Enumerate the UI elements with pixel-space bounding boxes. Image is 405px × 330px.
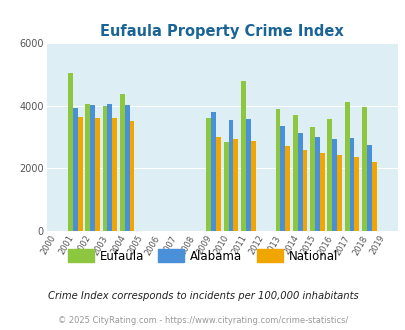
Bar xyxy=(361,108,366,231)
Bar xyxy=(250,141,255,231)
Bar xyxy=(85,104,90,231)
Bar xyxy=(297,133,302,231)
Bar xyxy=(90,105,95,231)
Bar xyxy=(302,150,307,231)
Bar xyxy=(102,106,107,231)
Bar xyxy=(77,116,82,231)
Bar xyxy=(275,109,280,231)
Bar xyxy=(280,126,285,231)
Bar xyxy=(112,118,117,231)
Bar xyxy=(72,108,77,231)
Bar xyxy=(241,81,245,231)
Bar xyxy=(211,113,215,231)
Bar xyxy=(349,138,354,231)
Bar xyxy=(119,94,124,231)
Bar xyxy=(332,140,336,231)
Bar xyxy=(233,140,238,231)
Legend: Eufaula, Alabama, National: Eufaula, Alabama, National xyxy=(64,246,341,266)
Bar xyxy=(95,117,100,231)
Bar xyxy=(124,105,129,231)
Bar xyxy=(314,137,319,231)
Bar xyxy=(319,153,324,231)
Bar xyxy=(223,142,228,231)
Bar xyxy=(292,115,297,231)
Bar xyxy=(354,157,358,231)
Bar xyxy=(107,104,112,231)
Bar xyxy=(245,119,250,231)
Bar xyxy=(344,102,349,231)
Bar xyxy=(215,137,220,231)
Bar xyxy=(68,73,72,231)
Bar xyxy=(366,146,371,231)
Bar xyxy=(285,147,290,231)
Bar xyxy=(129,121,134,231)
Bar xyxy=(327,119,332,231)
Bar xyxy=(206,117,211,231)
Bar xyxy=(336,155,341,231)
Text: Crime Index corresponds to incidents per 100,000 inhabitants: Crime Index corresponds to incidents per… xyxy=(47,291,358,301)
Text: © 2025 CityRating.com - https://www.cityrating.com/crime-statistics/: © 2025 CityRating.com - https://www.city… xyxy=(58,316,347,325)
Bar xyxy=(371,162,376,231)
Bar xyxy=(228,120,233,231)
Bar xyxy=(309,127,314,231)
Title: Eufaula Property Crime Index: Eufaula Property Crime Index xyxy=(100,24,343,39)
